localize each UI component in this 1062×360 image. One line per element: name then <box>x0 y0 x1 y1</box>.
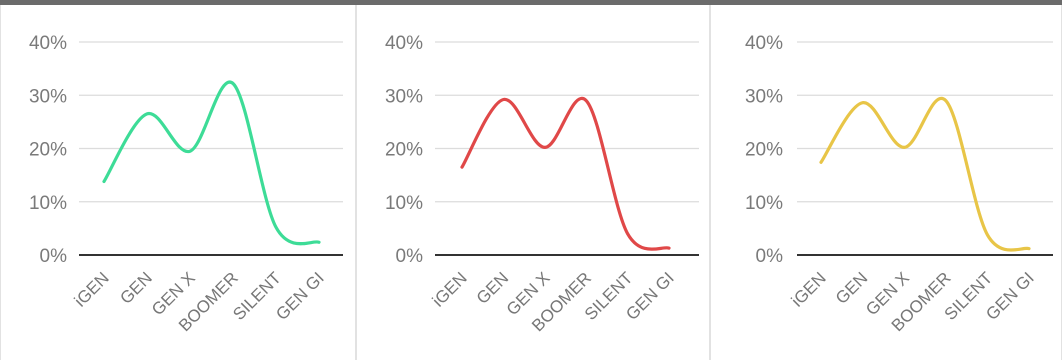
y-tick-label: 20% <box>385 140 423 161</box>
chart-panels: 0% 10% 20% 30% 40% iGEN GEN GEN X BOOMER SILENT GE… <box>0 5 1062 360</box>
y-tick-label: 30% <box>385 86 423 107</box>
y-tick-label: 40% <box>29 33 67 54</box>
x-tick-label: GEN GI <box>272 268 328 324</box>
y-tick-label: 0% <box>396 246 424 267</box>
y-tick-label: 10% <box>29 193 67 214</box>
y-tick-label: 20% <box>29 140 67 161</box>
y-tick-label: 20% <box>745 140 783 161</box>
x-tick-label: iGEN <box>788 268 830 310</box>
y-tick-label: 30% <box>29 86 67 107</box>
chart-panel-2: 0% 10% 20% 30% 40% iGEN GEN GEN X BOOMER SILENT GE… <box>356 5 710 360</box>
x-tick-label: iGEN <box>71 268 113 310</box>
series-line <box>460 96 671 251</box>
x-tick-label: GEN <box>116 268 155 307</box>
series-line <box>819 96 1031 252</box>
y-tick-label: 30% <box>745 86 783 107</box>
y-tick-label: 10% <box>745 193 783 214</box>
top-divider <box>0 0 1062 5</box>
y-tick-label: 0% <box>756 246 784 267</box>
series-line <box>102 80 321 246</box>
chart-panel-3: 0% 10% 20% 30% 40% iGEN GEN GEN X BOOMER SILENT GE… <box>710 5 1062 360</box>
y-tick-label: 40% <box>385 33 423 54</box>
y-tick-label: 10% <box>385 193 423 214</box>
x-tick-label: iGEN <box>429 268 471 310</box>
chart-panel-1: 0% 10% 20% 30% 40% iGEN GEN GEN X BOOMER SILENT GE… <box>0 5 356 360</box>
y-tick-label: 0% <box>40 246 68 267</box>
y-tick-label: 40% <box>745 33 783 54</box>
